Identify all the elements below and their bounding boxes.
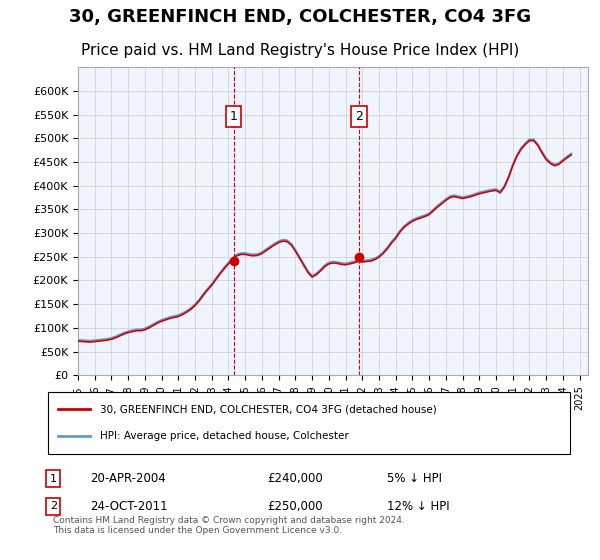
Text: 30, GREENFINCH END, COLCHESTER, CO4 3FG (detached house): 30, GREENFINCH END, COLCHESTER, CO4 3FG … [100, 404, 437, 414]
Text: 20-APR-2004: 20-APR-2004 [90, 472, 166, 486]
FancyBboxPatch shape [48, 392, 570, 454]
Text: 24-OCT-2011: 24-OCT-2011 [90, 500, 167, 513]
Text: £250,000: £250,000 [267, 500, 323, 513]
Text: Contains HM Land Registry data © Crown copyright and database right 2024.
This d: Contains HM Land Registry data © Crown c… [53, 516, 405, 535]
Text: HPI: Average price, detached house, Colchester: HPI: Average price, detached house, Colc… [100, 431, 349, 441]
Text: 2: 2 [50, 501, 57, 511]
Text: 2: 2 [355, 110, 363, 123]
Text: 30, GREENFINCH END, COLCHESTER, CO4 3FG: 30, GREENFINCH END, COLCHESTER, CO4 3FG [69, 8, 531, 26]
Text: £240,000: £240,000 [267, 472, 323, 486]
Text: 5% ↓ HPI: 5% ↓ HPI [388, 472, 442, 486]
Text: 1: 1 [230, 110, 238, 123]
Text: 12% ↓ HPI: 12% ↓ HPI [388, 500, 450, 513]
Text: Price paid vs. HM Land Registry's House Price Index (HPI): Price paid vs. HM Land Registry's House … [81, 43, 519, 58]
Text: 1: 1 [50, 474, 57, 484]
